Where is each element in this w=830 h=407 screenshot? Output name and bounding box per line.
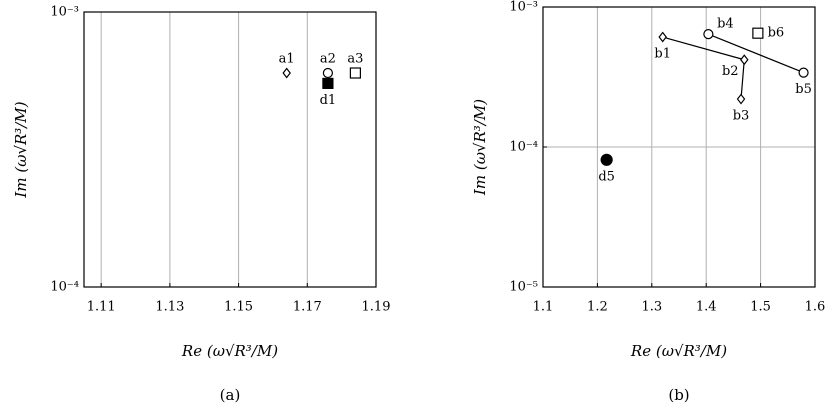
x-tick-label: 1.13: [155, 300, 184, 315]
point-label: b6: [768, 26, 785, 41]
point: [736, 93, 746, 105]
plot-frame: [542, 6, 816, 288]
x-tick-label: 1.19: [362, 300, 391, 315]
point: [658, 31, 667, 43]
x-tick-label: 1.3: [641, 300, 662, 315]
y-tick-label: 10⁻⁴: [509, 140, 538, 155]
panel-caption: (a): [220, 386, 241, 404]
x-axis-label: Re (ω√R³/M): [181, 342, 278, 360]
point-label: d5: [598, 169, 615, 184]
x-tick-label: 1.1: [533, 300, 554, 315]
point: [798, 67, 809, 78]
x-tick-label: 1.2: [587, 300, 608, 315]
point-label: d1: [320, 93, 337, 108]
point-label: b4: [717, 17, 734, 32]
point-label: b3: [733, 109, 750, 124]
x-tick-label: 1.6: [805, 300, 826, 315]
point: [282, 67, 291, 79]
x-axis-label: Re (ω√R³/M): [630, 342, 727, 360]
point-label: a1: [279, 52, 295, 67]
point-label: a3: [347, 52, 363, 67]
point: [322, 67, 334, 79]
point-label: b2: [722, 64, 739, 79]
series-line: [708, 33, 804, 74]
point-label: a2: [320, 52, 336, 67]
point-label: b5: [795, 82, 812, 97]
point: [740, 54, 749, 66]
x-tick-label: 1.17: [293, 300, 322, 315]
point: [322, 77, 334, 90]
point: [600, 153, 613, 166]
point: [752, 27, 764, 39]
point: [703, 29, 714, 40]
y-tick-label: 10⁻⁴: [50, 280, 79, 295]
y-tick-label: 10⁻³: [50, 5, 79, 20]
x-tick-label: 1.11: [87, 300, 116, 315]
y-tick-label: 10⁻³: [509, 0, 538, 15]
plot-frame: [83, 11, 377, 288]
point: [349, 67, 361, 79]
y-tick-label: 10⁻⁵: [509, 280, 538, 295]
y-axis-label: Im (ω√R³/M): [12, 101, 30, 198]
x-tick-label: 1.15: [224, 300, 253, 315]
y-axis-label: Im (ω√R³/M): [471, 99, 489, 196]
x-tick-label: 1.5: [750, 300, 771, 315]
x-tick-label: 1.4: [696, 300, 717, 315]
panel-caption: (b): [668, 386, 689, 404]
point-label: b1: [654, 47, 671, 62]
